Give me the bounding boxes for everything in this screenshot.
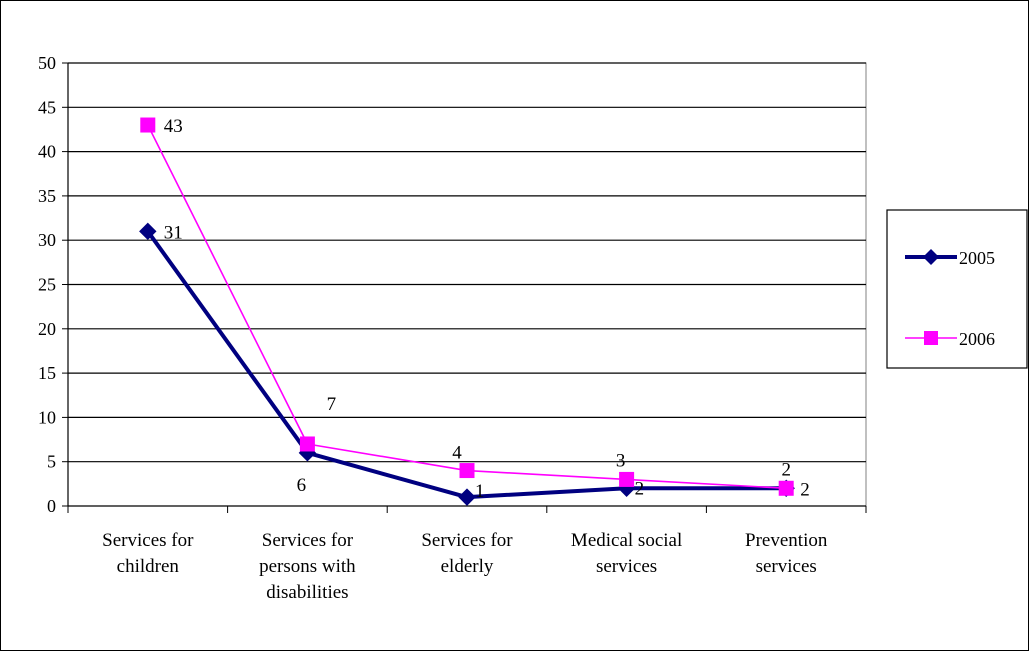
x-category-label: Services for persons with disabilities bbox=[259, 530, 356, 603]
legend: 2005 2006 bbox=[886, 209, 1028, 369]
legend-item-2006: 2006 bbox=[905, 329, 995, 349]
data-label-2006: 43 bbox=[164, 116, 183, 137]
x-axis: Services for children Services for persons … bbox=[67, 505, 867, 603]
data-label-2005: 6 bbox=[297, 475, 307, 496]
data-label-2005: 2 bbox=[800, 479, 810, 500]
data-label-2006: 7 bbox=[327, 394, 337, 415]
data-label-2005: 2 bbox=[635, 478, 645, 499]
data-point-2005 bbox=[139, 222, 157, 241]
y-tick-label: 20 bbox=[38, 319, 56, 339]
data-point-2006 bbox=[619, 471, 635, 487]
y-tick-label: 40 bbox=[38, 142, 56, 162]
legend-marker bbox=[923, 249, 939, 265]
legend-item-2005: 2005 bbox=[905, 248, 995, 268]
data-point-2006 bbox=[459, 463, 475, 479]
data-point-2006 bbox=[778, 480, 794, 496]
y-tick-label: 0 bbox=[47, 496, 56, 516]
y-tick-label: 15 bbox=[38, 363, 56, 383]
y-tick-label: 10 bbox=[38, 407, 56, 427]
y-tick-label: 35 bbox=[38, 186, 56, 206]
data-point-2006 bbox=[140, 117, 156, 133]
data-label-2005: 1 bbox=[475, 481, 485, 502]
x-category-label: Services for elderly bbox=[421, 530, 513, 577]
legend-label: 2005 bbox=[959, 248, 995, 268]
data-label-2006: 2 bbox=[781, 459, 791, 480]
legend-label: 2006 bbox=[959, 329, 995, 349]
x-category-label: Medical social services bbox=[571, 530, 682, 577]
legend-marker bbox=[924, 331, 938, 345]
legend-box bbox=[886, 209, 1028, 369]
series-2006 bbox=[140, 117, 794, 496]
y-tick-label: 45 bbox=[38, 97, 56, 117]
data-point-2005 bbox=[458, 488, 476, 506]
x-category-label: Prevention services bbox=[745, 530, 828, 577]
y-tick-label: 50 bbox=[38, 53, 56, 73]
y-tick-label: 5 bbox=[47, 452, 56, 472]
y-axis: 0 5 10 15 20 25 30 35 40 45 50 bbox=[38, 53, 69, 516]
data-label-2005: 31 bbox=[164, 222, 183, 243]
x-category-label: Services for children bbox=[102, 530, 194, 577]
data-point-2006 bbox=[299, 436, 315, 452]
data-label-2006: 3 bbox=[616, 450, 626, 471]
y-tick-label: 25 bbox=[38, 275, 56, 295]
plot-area bbox=[67, 62, 867, 507]
y-tick-label: 30 bbox=[38, 230, 56, 250]
data-label-2006: 4 bbox=[452, 443, 462, 464]
